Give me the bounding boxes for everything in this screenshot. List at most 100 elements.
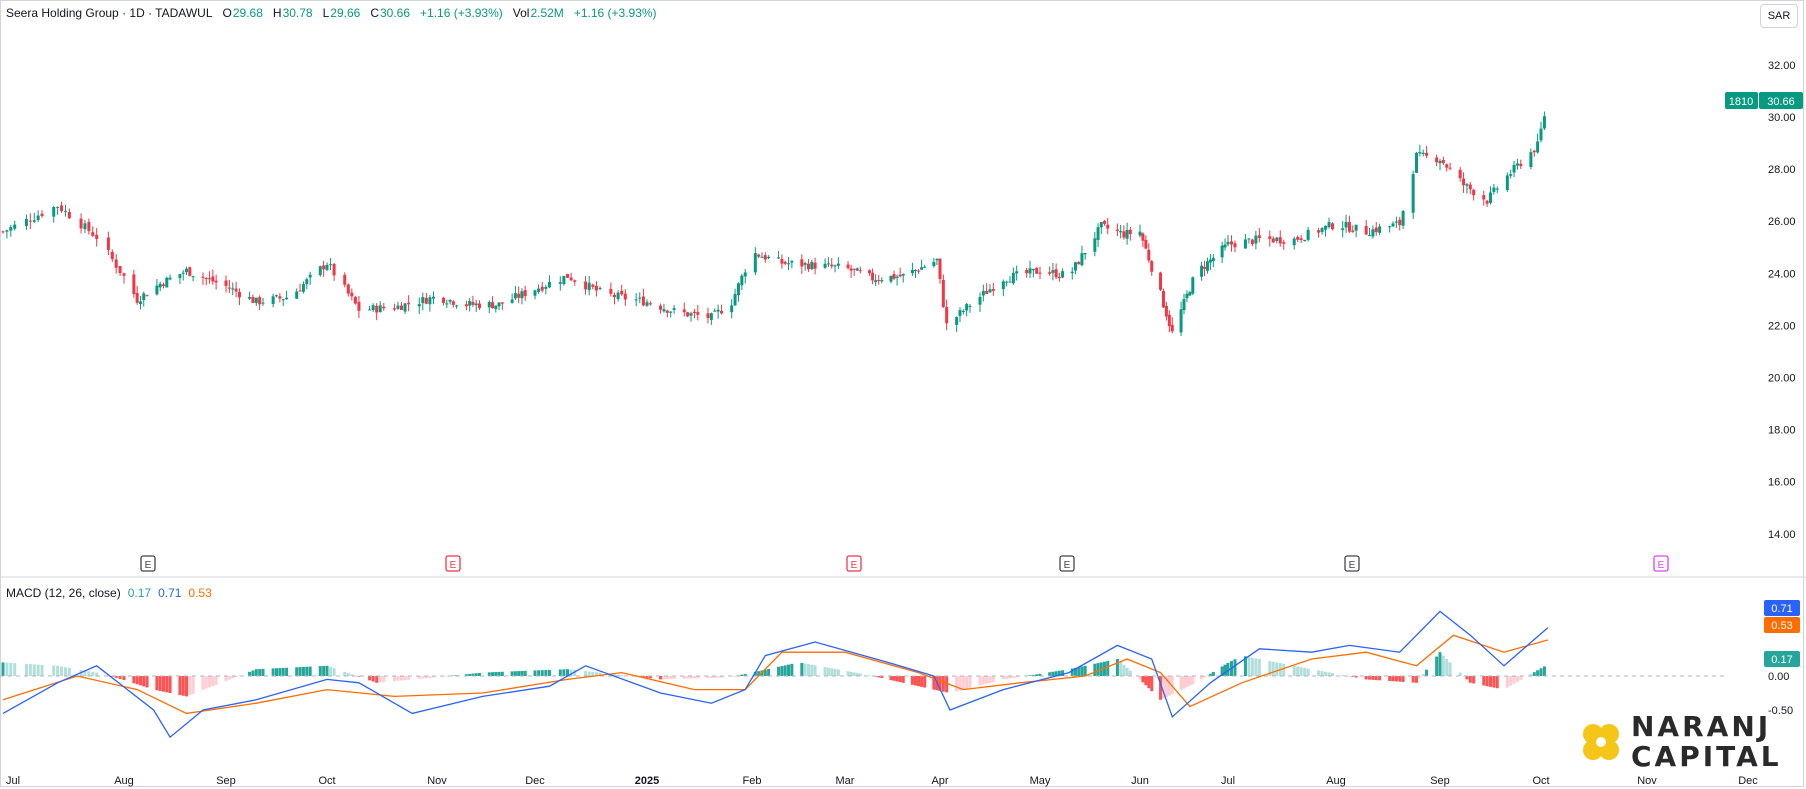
candle-body — [1489, 192, 1492, 203]
earnings-event-icon[interactable]: E — [1059, 555, 1075, 572]
macd-hist-bar — [803, 663, 807, 676]
macd-hist-bar — [1296, 666, 1300, 676]
macd-hist-bar — [1462, 676, 1466, 677]
candle-body — [682, 309, 686, 313]
candle-body — [275, 295, 278, 297]
macd-hist-bar — [145, 676, 149, 688]
earnings-event-icon[interactable]: E — [1344, 555, 1360, 572]
macd-hist-bar — [689, 676, 693, 679]
candle-body — [204, 278, 208, 280]
macd-hist-bar — [118, 676, 122, 679]
candle-body — [1271, 238, 1275, 243]
candle-body — [1233, 243, 1237, 248]
earnings-event-icon[interactable]: E — [846, 555, 862, 572]
candle-body — [1185, 293, 1189, 299]
macd-hist-bar — [706, 676, 710, 678]
macd-hist-bar — [396, 676, 400, 681]
macd-hist-bar — [431, 676, 435, 678]
candle-body — [1532, 150, 1536, 153]
candle-body — [318, 266, 322, 276]
price-tick-label: 16.00 — [1768, 477, 1796, 489]
macd-hist-bar — [836, 669, 840, 676]
candle-body — [648, 303, 652, 305]
macd-tick-label: 0.00 — [1768, 671, 1789, 683]
time-tick-label: 2025 — [635, 775, 659, 787]
candle-body — [371, 305, 375, 311]
candle-body — [138, 301, 142, 305]
candle-body — [1415, 152, 1419, 173]
macd-hist-bar — [696, 676, 700, 679]
candle-body — [1208, 259, 1212, 263]
macd-badges: 0.71 0.53 0.17 — [1764, 600, 1800, 667]
macd-hist-bar — [757, 671, 761, 676]
currency-button[interactable]: SAR — [1760, 4, 1798, 28]
candle-body — [587, 282, 591, 291]
macd-hist-bar — [185, 676, 189, 697]
macd-hist-bar — [214, 676, 218, 685]
macd-hist-bar — [421, 676, 425, 679]
macd-hist-bar — [1378, 676, 1382, 681]
macd-hist-bar — [981, 676, 985, 685]
candle-body — [740, 275, 744, 286]
candle-body — [1028, 268, 1032, 274]
candle-body — [1278, 237, 1282, 244]
earnings-event-icon[interactable]: E — [445, 555, 461, 572]
candle-body — [1320, 228, 1324, 233]
price-axis[interactable]: 32.00 30.00 28.00 26.00 24.00 22.00 20.00 18.00… — [1768, 60, 1796, 541]
price-tick-label: 22.00 — [1768, 320, 1796, 332]
macd-hist-bar — [961, 676, 965, 690]
candle-body — [1057, 277, 1061, 279]
macd-hist-bar — [810, 664, 814, 676]
macd-hist-bar — [417, 676, 421, 679]
macd-hist-bar — [188, 676, 192, 696]
macd-hist-bar — [271, 668, 275, 676]
macd-hist-bar — [1138, 676, 1142, 680]
candle-body — [1073, 262, 1077, 271]
candle-body — [368, 309, 372, 311]
macd-hist-bar — [913, 676, 917, 686]
earnings-event-icon[interactable]: E — [1653, 555, 1669, 572]
macd-title[interactable]: MACD (12, 26, close) — [6, 586, 121, 600]
time-axis[interactable]: Jul Aug Sep Oct Nov Dec 2025 Feb Mar Apr May Jun Jul… — [6, 775, 1758, 787]
candle-body — [1515, 163, 1519, 166]
macd-hist-bar — [138, 676, 142, 686]
macd-hist-bar — [1509, 676, 1513, 686]
candle-body — [248, 297, 252, 299]
candle-body — [935, 258, 939, 261]
price-tick-label: 30.00 — [1768, 112, 1796, 124]
macd-hist-bar — [1438, 652, 1442, 676]
candle-body — [185, 268, 189, 273]
macd-hist-bar — [1418, 676, 1422, 679]
macd-hist-bar — [584, 671, 588, 676]
macd-hist-bar — [114, 676, 118, 678]
candle-body — [871, 272, 875, 281]
candle-body — [620, 290, 624, 295]
macd-hist-bar — [346, 673, 350, 676]
macd-hist-bar — [1011, 676, 1015, 678]
candle-body — [901, 273, 905, 276]
candle-body — [800, 259, 804, 267]
macd-hist-bar — [1083, 665, 1087, 676]
macd-hist-bar — [497, 671, 501, 676]
candle-body — [1128, 229, 1132, 235]
earnings-event-icon[interactable]: E — [140, 555, 156, 572]
macd-hist-bar — [1208, 673, 1212, 676]
candle-body — [79, 218, 83, 229]
candle-body — [958, 310, 962, 316]
candle-body — [1418, 152, 1422, 154]
macd-hist-bar — [1028, 675, 1032, 676]
macd-hist-bar — [1223, 664, 1227, 676]
candle-body — [1411, 174, 1415, 213]
candle-body — [421, 297, 425, 304]
macd-hist-bar — [1185, 676, 1189, 688]
candle-body — [961, 310, 965, 312]
candle-body — [1188, 292, 1192, 296]
symbol-title[interactable]: Seera Holding Group · 1D · TADAWUL — [6, 6, 213, 20]
candle-body — [889, 275, 893, 282]
macd-hist-bar — [669, 676, 673, 680]
candle-body — [753, 253, 757, 273]
candle-body — [1368, 235, 1372, 237]
macd-hist-bar — [1226, 662, 1230, 676]
candle-body — [1247, 238, 1251, 240]
